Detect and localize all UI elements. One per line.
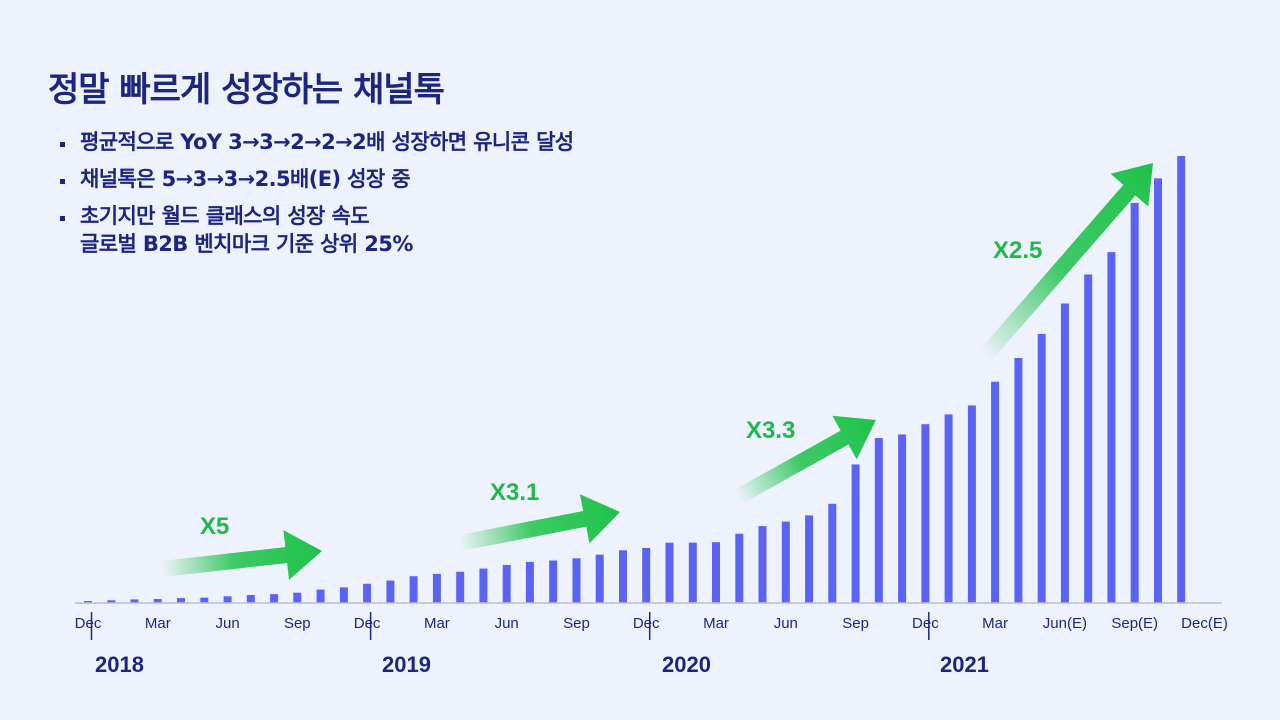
year-separators bbox=[90, 612, 930, 640]
bar bbox=[851, 464, 860, 603]
bar bbox=[758, 526, 767, 603]
bar bbox=[898, 434, 907, 603]
growth-label: X2.5 bbox=[993, 237, 1042, 264]
year-label: 2018 bbox=[95, 652, 144, 677]
bullet-text: 평균적으로 YoY 3→3→2→2→2배 성장하면 유니콘 달성 bbox=[80, 130, 574, 154]
bar bbox=[1107, 252, 1116, 603]
x-tick-label: Dec bbox=[354, 615, 381, 632]
bar bbox=[479, 568, 488, 603]
bar bbox=[735, 533, 744, 603]
bar bbox=[967, 405, 976, 603]
bullet-item: 초기지만 월드 클래스의 성장 속도 글로벌 B2B 벤치마크 기준 상위 25… bbox=[60, 202, 574, 258]
bullet-list: 평균적으로 YoY 3→3→2→2→2배 성장하면 유니콘 달성 채널톡은 5→… bbox=[60, 128, 574, 267]
growth-arrow bbox=[734, 415, 876, 504]
growth-label: X3.1 bbox=[490, 479, 539, 506]
x-tick-label: Sep bbox=[284, 615, 311, 632]
bar bbox=[665, 542, 674, 603]
bar bbox=[991, 381, 1000, 603]
bar bbox=[595, 554, 604, 603]
bullet-text: 초기지만 월드 클래스의 성장 속도 bbox=[80, 204, 370, 228]
bar bbox=[200, 597, 209, 603]
year-label: 2019 bbox=[382, 652, 431, 677]
x-tick-label: Dec bbox=[633, 615, 660, 632]
x-tick-label: Mar bbox=[703, 615, 729, 632]
x-tick-label: Jun bbox=[216, 615, 240, 632]
bar bbox=[1084, 274, 1093, 603]
bar bbox=[107, 600, 116, 603]
bar bbox=[549, 560, 558, 603]
bar bbox=[1154, 178, 1162, 603]
growth-arrow bbox=[458, 494, 621, 551]
bar bbox=[223, 596, 232, 603]
bullet-item: 평균적으로 YoY 3→3→2→2→2배 성장하면 유니콘 달성 bbox=[60, 128, 574, 156]
bar bbox=[781, 521, 790, 603]
year-label: 2020 bbox=[662, 652, 711, 677]
bar bbox=[1014, 358, 1023, 603]
bar bbox=[1060, 303, 1069, 603]
growth-arrows bbox=[161, 162, 1154, 580]
arrow-shape bbox=[734, 415, 876, 504]
x-tick-label: Jun bbox=[495, 615, 519, 632]
growth-labels: X5 X3.1 X3.3 X2.5 bbox=[200, 237, 1042, 540]
bar bbox=[339, 587, 348, 603]
bar bbox=[316, 589, 325, 603]
bar bbox=[153, 599, 162, 603]
x-tick-label: Dec bbox=[75, 615, 102, 632]
year-label: 2021 bbox=[940, 652, 989, 677]
bar bbox=[409, 576, 418, 603]
bar bbox=[619, 550, 627, 603]
bar bbox=[944, 414, 953, 603]
bar bbox=[386, 580, 395, 603]
growth-arrow bbox=[978, 162, 1154, 362]
bar bbox=[828, 503, 837, 603]
bar bbox=[363, 583, 372, 603]
bar bbox=[456, 571, 465, 603]
growth-label: X3.3 bbox=[746, 417, 795, 444]
bar bbox=[1037, 333, 1046, 603]
bar bbox=[293, 592, 302, 603]
bullet-text: 채널톡은 5→3→3→2.5배(E) 성장 중 bbox=[80, 167, 411, 191]
bar bbox=[270, 594, 279, 603]
bullet-text: 글로벌 B2B 벤치마크 기준 상위 25% bbox=[80, 232, 413, 256]
bar bbox=[246, 595, 255, 603]
slide-title: 정말 빠르게 성장하는 채널톡 bbox=[48, 70, 445, 110]
bar bbox=[1130, 202, 1139, 603]
x-tick-labels: Dec Mar Jun Sep Dec Mar Jun Sep Dec Mar Jun Sep Dec M… bbox=[75, 615, 1228, 632]
arrow-shape bbox=[978, 162, 1154, 362]
bar bbox=[712, 542, 720, 603]
x-tick-label: Mar bbox=[982, 615, 1008, 632]
growth-arrow bbox=[161, 530, 322, 580]
bar bbox=[805, 515, 814, 603]
bar bbox=[572, 558, 581, 603]
growth-label: X5 bbox=[200, 513, 229, 540]
arrow-shape bbox=[458, 494, 621, 551]
bar bbox=[525, 561, 534, 603]
bar bbox=[642, 548, 651, 603]
bar bbox=[84, 601, 92, 603]
year-labels: 2018 2019 2020 2021 bbox=[95, 652, 989, 677]
x-tick-label: Mar bbox=[145, 615, 171, 632]
x-tick-label: Sep bbox=[842, 615, 869, 632]
bars bbox=[84, 156, 1186, 603]
x-tick-label: Sep bbox=[563, 615, 590, 632]
bullet-item: 채널톡은 5→3→3→2.5배(E) 성장 중 bbox=[60, 165, 574, 193]
arrow-shape bbox=[161, 530, 322, 580]
bar bbox=[502, 565, 511, 603]
bar bbox=[921, 424, 930, 603]
x-tick-label: Mar bbox=[424, 615, 450, 632]
bar bbox=[177, 598, 185, 603]
bar bbox=[688, 542, 697, 603]
bar bbox=[1177, 156, 1186, 603]
x-tick-label: Jun bbox=[774, 615, 798, 632]
bar bbox=[130, 599, 139, 603]
x-tick-label: Dec bbox=[912, 615, 939, 632]
x-tick-label: Dec(E) bbox=[1181, 615, 1228, 632]
bar bbox=[874, 438, 883, 603]
x-tick-label: Jun(E) bbox=[1043, 615, 1087, 632]
x-tick-label: Sep(E) bbox=[1111, 615, 1158, 632]
bar bbox=[432, 573, 441, 603]
